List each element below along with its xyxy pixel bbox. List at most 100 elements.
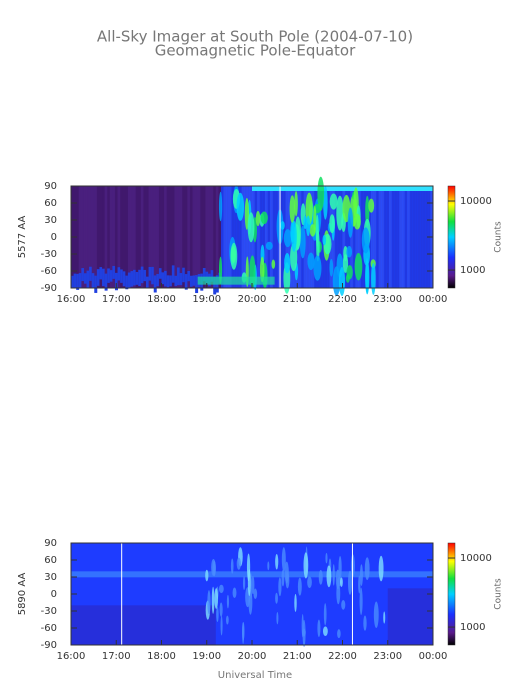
heatmap-band <box>143 269 147 282</box>
x-tick-label: 19:00 <box>192 651 221 662</box>
heatmap-streak <box>346 246 353 258</box>
heatmap-band <box>89 266 93 281</box>
colorbar-label: Counts <box>494 578 504 610</box>
heatmap-column <box>267 186 271 288</box>
heatmap-streak <box>336 582 341 605</box>
heatmap-streak <box>383 611 386 624</box>
heatmap-column <box>272 186 276 288</box>
y-tick-label: -30 <box>41 606 57 617</box>
heatmap-band <box>71 275 74 289</box>
heatmap-band <box>151 266 155 285</box>
heatmap-column <box>158 186 162 288</box>
heatmap-streak <box>251 575 255 595</box>
heatmap-streak <box>232 587 237 599</box>
heatmap-column <box>189 186 194 288</box>
heatmap-streak <box>341 599 346 610</box>
heatmap-column <box>177 186 181 288</box>
x-tick-label: 21:00 <box>283 651 312 662</box>
colorbar-label: Counts <box>494 221 504 253</box>
heatmap-band <box>174 275 178 286</box>
heatmap-band <box>169 275 173 287</box>
x-tick-label: 20:00 <box>238 294 267 305</box>
heatmap-band <box>140 266 144 284</box>
heatmap-column <box>399 186 403 288</box>
heatmap-streak <box>307 252 315 271</box>
heatmap-column <box>391 186 395 288</box>
heatmap-band <box>213 276 217 295</box>
heatmap-streak <box>342 254 349 273</box>
heatmap-band <box>156 273 160 287</box>
heatmap-streak <box>365 257 369 294</box>
heatmap-column <box>117 186 121 288</box>
y-tick-label: 0 <box>51 589 57 600</box>
heatmap-streak <box>299 225 306 259</box>
heatmap-streak <box>332 564 335 586</box>
heatmap-streak <box>301 613 304 638</box>
heatmap-column <box>78 186 82 288</box>
heatmap-band <box>148 266 152 281</box>
heatmap-column <box>412 186 416 288</box>
heatmap-streak <box>347 207 354 238</box>
heatmap-column <box>104 186 108 288</box>
heatmap-streak <box>323 603 327 626</box>
heatmap-column <box>345 186 349 288</box>
heatmap-column <box>94 186 98 288</box>
heatmap-streak <box>368 198 375 213</box>
heatmap-streak <box>247 212 255 243</box>
heatmap-band <box>96 269 100 286</box>
heatmap-column <box>308 186 312 288</box>
heatmap-streak <box>338 556 342 580</box>
heatmap-band <box>112 265 116 279</box>
heatmap-band <box>109 270 113 282</box>
heatmap-band <box>158 268 162 279</box>
heatmap-streak <box>255 211 261 227</box>
heatmap-column <box>396 186 400 288</box>
heatmap-column <box>76 186 80 288</box>
heatmap-band <box>122 271 126 287</box>
heatmap-column <box>114 186 119 288</box>
heatmap-streak <box>364 557 370 581</box>
heatmap-column <box>179 186 183 288</box>
heatmap-streak <box>220 615 223 636</box>
heatmap-band <box>153 275 157 293</box>
heatmap-streak <box>211 586 215 614</box>
heatmap-streak <box>340 577 343 588</box>
heatmap-streak <box>236 192 245 221</box>
heatmap-column <box>381 186 385 288</box>
heatmap-column <box>414 186 418 288</box>
y-tick-label: -90 <box>41 283 57 294</box>
heatmap-streak <box>281 547 286 572</box>
heatmap-band <box>252 186 433 191</box>
heatmap-column <box>226 186 230 288</box>
heatmap-streak <box>218 584 224 594</box>
heatmap-streak <box>226 615 229 625</box>
heatmap-streak <box>313 205 317 234</box>
heatmap-streak <box>259 256 265 283</box>
heatmap-streak <box>230 242 238 270</box>
heatmap-band <box>145 276 149 289</box>
heatmap-column <box>208 186 212 288</box>
heatmap-column <box>337 186 341 288</box>
heatmap-band <box>202 267 206 282</box>
y-tick-label: 90 <box>44 181 57 192</box>
heatmap-column <box>373 186 377 288</box>
heatmap-band <box>182 267 186 283</box>
heatmap-column <box>257 186 261 288</box>
heatmap-streak <box>212 560 216 577</box>
heatmap-streak <box>294 190 298 217</box>
heatmap-streak <box>322 234 327 246</box>
heatmap-streak <box>303 552 309 579</box>
heatmap-band <box>179 273 183 286</box>
heatmap-column <box>407 186 411 288</box>
heatmap-column <box>171 186 175 288</box>
heatmap-band <box>107 268 111 283</box>
heatmap-streak <box>325 552 328 564</box>
heatmap-column <box>81 186 85 288</box>
heatmap-band <box>71 605 216 645</box>
heatmap-column <box>96 186 100 288</box>
heatmap-streak <box>281 569 285 587</box>
heatmap-column <box>89 186 93 288</box>
heatmap-column <box>401 186 406 288</box>
colorbar-tick-label: 1000 <box>460 622 485 633</box>
heatmap-column <box>210 186 214 288</box>
